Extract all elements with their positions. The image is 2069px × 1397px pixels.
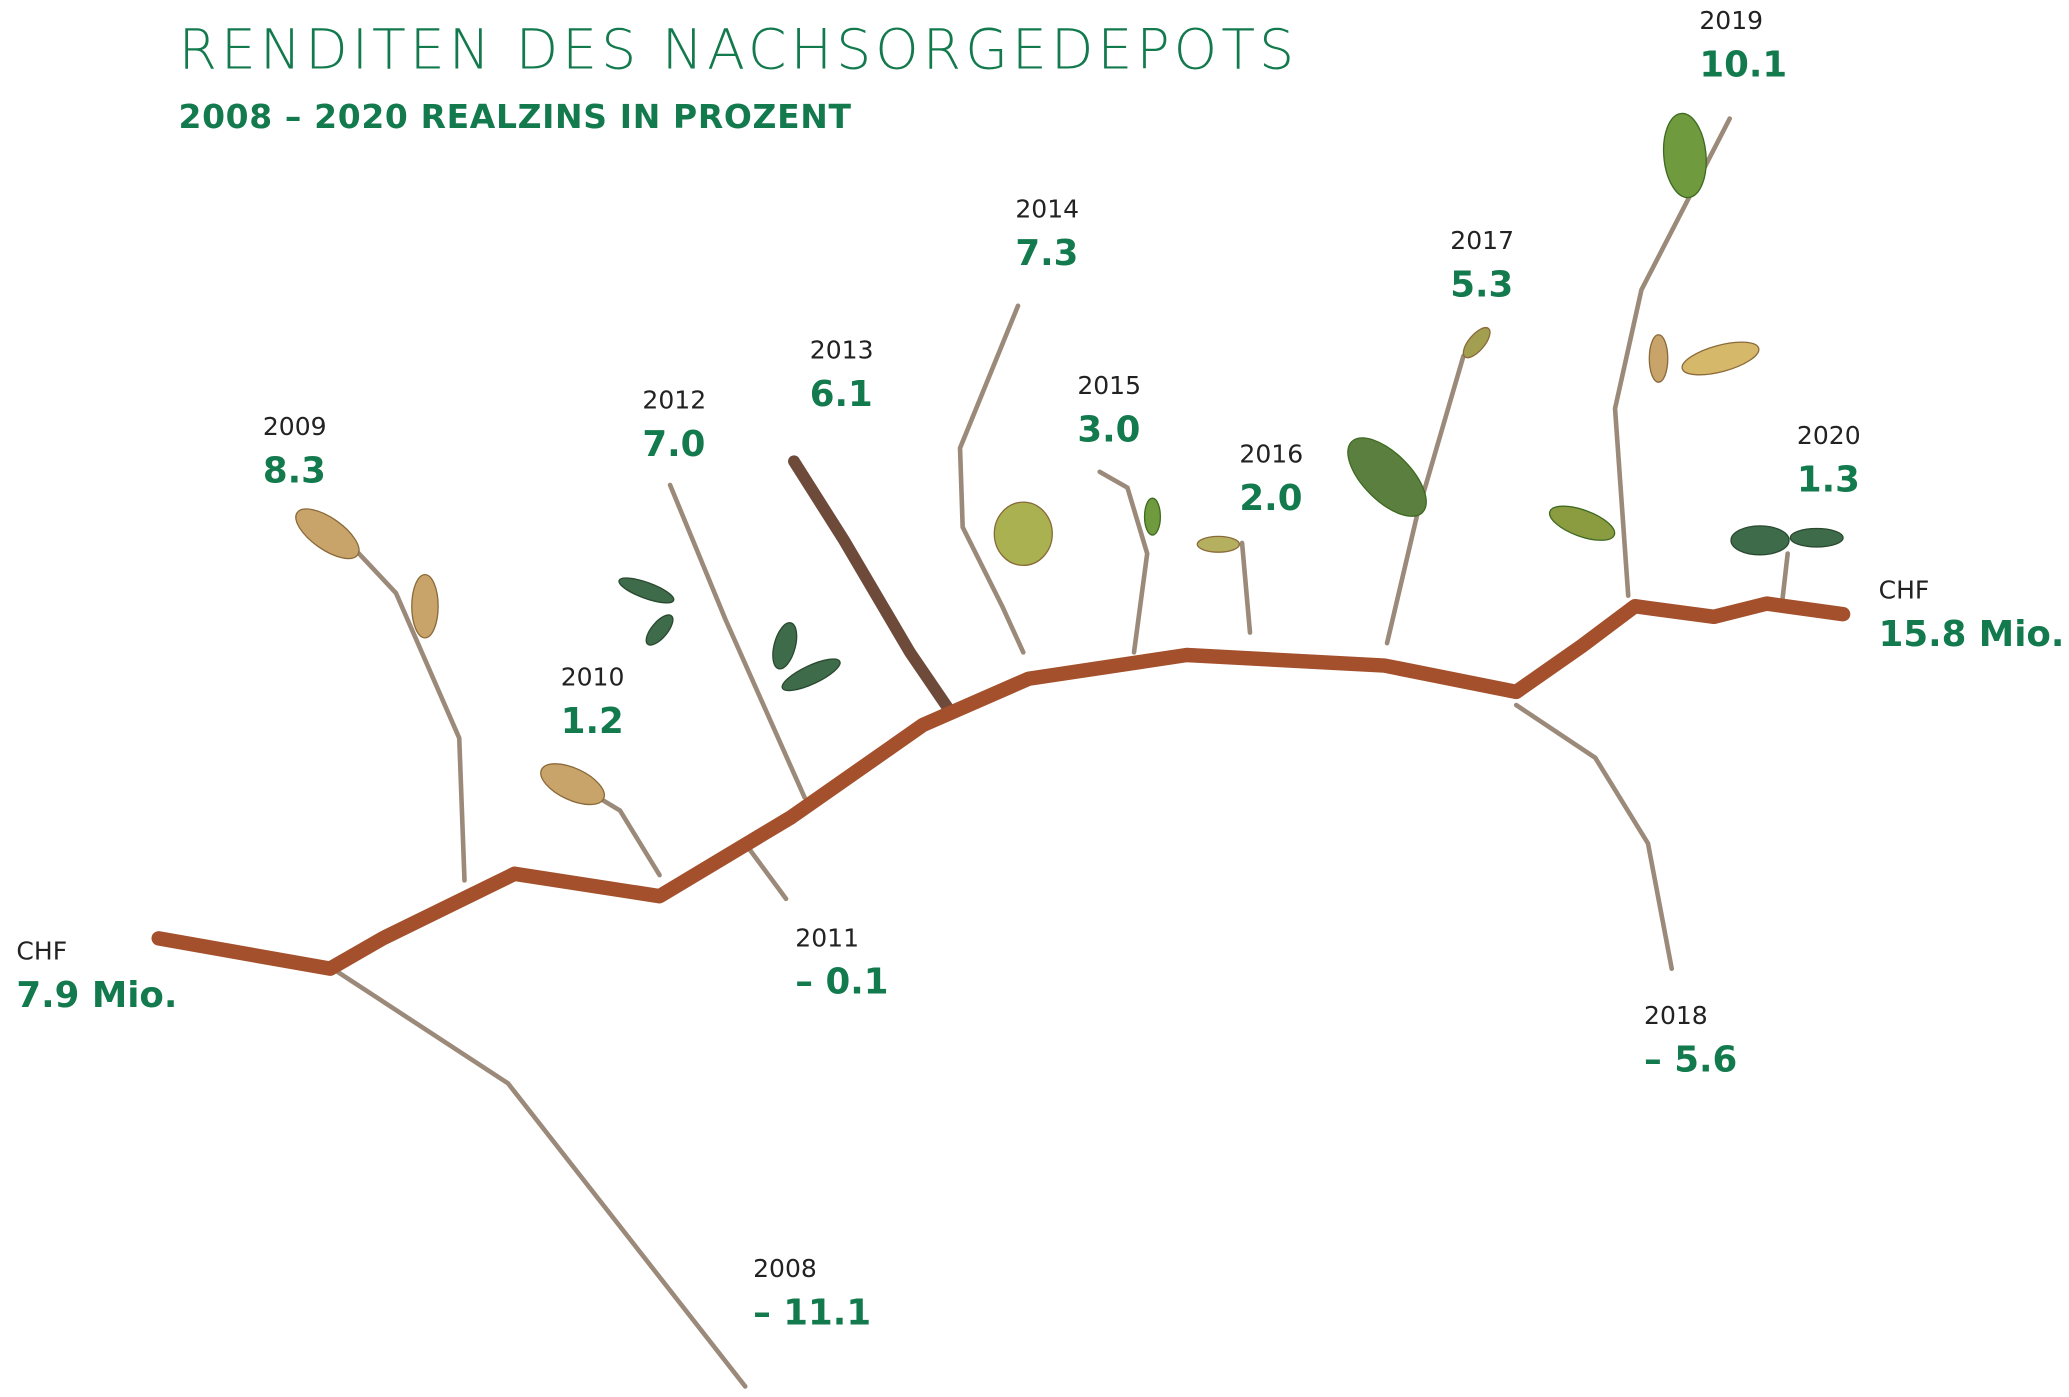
twig-2020 — [1782, 554, 1787, 600]
leaf — [768, 620, 801, 671]
start-value: 7.9 Mio. — [16, 975, 177, 1016]
return-value: 3.0 — [1077, 410, 1140, 451]
title: RENDITEN DES NACHSORGEDEPOTS — [179, 19, 1299, 83]
return-value: 7.3 — [1015, 233, 1078, 274]
leaf — [1197, 536, 1239, 552]
year-label: 2010 — [561, 662, 625, 691]
twig-2015 — [1100, 472, 1147, 653]
start-label: CHF — [16, 936, 67, 965]
year-label: 2008 — [753, 1254, 817, 1283]
leaf — [1545, 499, 1618, 547]
end-value: 15.8 Mio. — [1879, 614, 2065, 655]
year-label: 2012 — [642, 386, 706, 415]
leaf — [535, 755, 610, 813]
end-label: CHF — [1879, 575, 1930, 604]
year-label: 2013 — [810, 335, 874, 364]
page: {"header": {"title": "RENDITEN DES NACHS… — [0, 0, 2069, 1397]
return-value: 7.0 — [642, 424, 705, 465]
return-value: 6.1 — [810, 374, 873, 415]
leaf — [1145, 498, 1161, 535]
return-value: – 5.6 — [1644, 1039, 1737, 1080]
leaf — [616, 573, 676, 608]
year-label: 2015 — [1077, 371, 1141, 400]
return-value: 8.3 — [263, 450, 326, 491]
year-label: 2017 — [1450, 226, 1514, 255]
infographic: RENDITEN DES NACHSORGEDEPOTS 2008 – 2020… — [0, 0, 2069, 1397]
return-value: 5.3 — [1450, 265, 1513, 306]
year-label: 2016 — [1239, 440, 1303, 469]
subtitle: 2008 – 2020 REALZINS IN PROZENT — [179, 97, 852, 136]
leaf — [1335, 425, 1439, 529]
return-value: – 0.1 — [795, 962, 888, 1003]
return-value: – 11.1 — [753, 1293, 871, 1334]
year-label: 2011 — [795, 923, 859, 952]
leaf — [1731, 526, 1789, 555]
leaf — [1660, 112, 1709, 200]
year-label: 2019 — [1699, 6, 1763, 35]
twig-2011 — [745, 843, 786, 898]
illustration — [159, 112, 1843, 1387]
year-label: 2020 — [1797, 421, 1861, 450]
twig-2009 — [356, 551, 464, 880]
return-value: 2.0 — [1239, 478, 1302, 519]
twig-2016 — [1242, 543, 1250, 633]
year-label: 2014 — [1015, 194, 1079, 223]
return-value: 1.2 — [561, 701, 624, 742]
leaf — [288, 500, 367, 568]
leaf — [1790, 528, 1843, 546]
year-label: 2009 — [263, 412, 327, 441]
year-label: 2018 — [1644, 1001, 1708, 1030]
leaf — [412, 575, 438, 638]
leaf — [1459, 323, 1495, 361]
twig-2018 — [1516, 705, 1672, 969]
twig-2008 — [333, 969, 746, 1387]
return-value: 1.3 — [1797, 460, 1860, 501]
twig-2014 — [960, 306, 1023, 653]
leaf — [1649, 335, 1667, 382]
leaf — [1679, 336, 1762, 382]
leaf — [994, 502, 1052, 565]
leaf — [642, 611, 678, 649]
main-branch — [159, 604, 1843, 969]
return-value: 10.1 — [1699, 44, 1787, 85]
